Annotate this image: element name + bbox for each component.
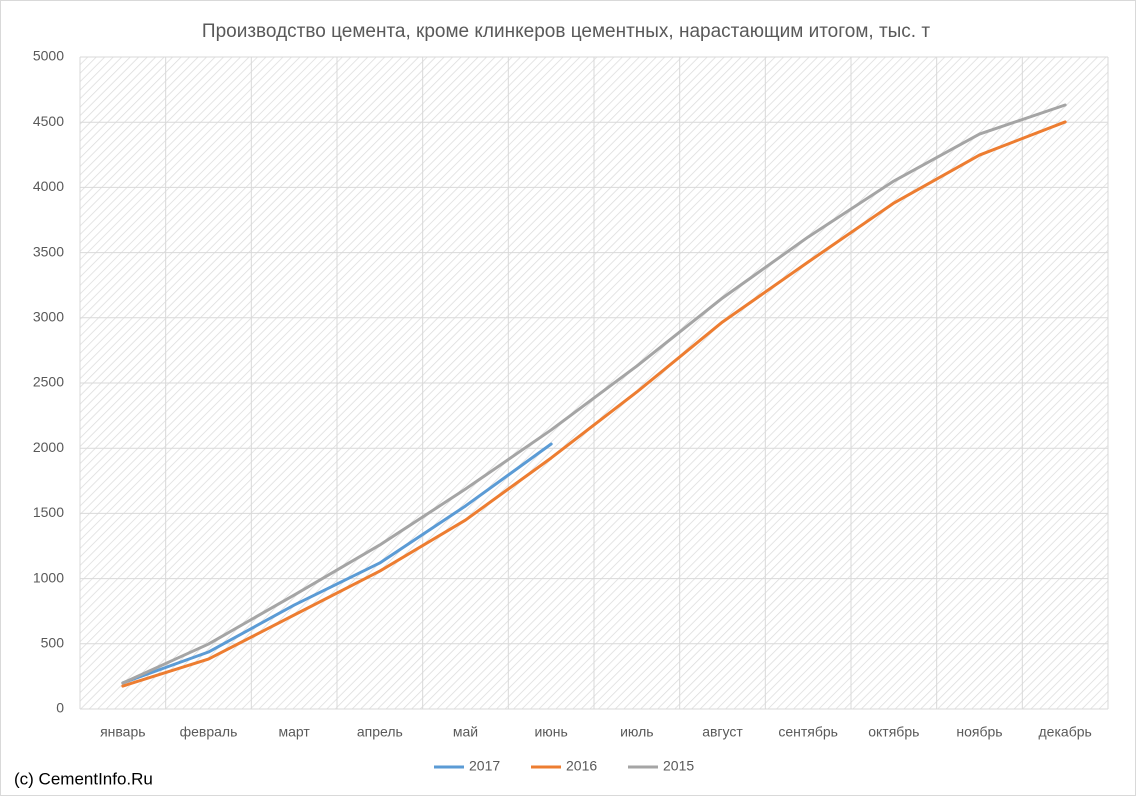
y-tick-label: 4000: [33, 178, 64, 194]
x-tick-label: май: [453, 724, 478, 740]
y-tick-label: 2000: [33, 439, 64, 455]
x-tick-label: сентябрь: [778, 724, 838, 740]
footer: (c) CementInfo.Ru: [14, 769, 153, 788]
x-tick-label: март: [279, 724, 311, 740]
series-line: [121, 442, 553, 685]
y-tick-label: 5000: [33, 48, 64, 64]
x-tick-label: февраль: [180, 724, 238, 740]
legend-label: 2017: [469, 758, 500, 774]
y-tick-label: 1000: [33, 569, 64, 585]
y-tick-label: 0: [56, 700, 64, 716]
legend-label: 2016: [566, 758, 597, 774]
x-tick-label: август: [702, 724, 743, 740]
x-tick-label: январь: [100, 724, 145, 740]
legend-label: 2015: [663, 758, 694, 774]
series-line: [121, 103, 1067, 685]
x-tick-label: декабрь: [1039, 724, 1092, 740]
y-tick-label: 1500: [33, 504, 64, 520]
chart-title: Производство цемента, кроме клинкеров це…: [202, 21, 930, 42]
x-tick-label: октябрь: [868, 724, 919, 740]
x-tick-label: июль: [620, 724, 653, 740]
x-tick-label: ноябрь: [956, 724, 1002, 740]
y-tick-label: 4500: [33, 113, 64, 129]
x-tick-label: апрель: [357, 724, 403, 740]
y-tick-label: 2500: [33, 374, 64, 390]
y-tick-label: 500: [41, 635, 65, 651]
y-tick-label: 3000: [33, 309, 64, 325]
series-line: [121, 120, 1067, 688]
x-tick-label: июнь: [534, 724, 567, 740]
y-tick-label: 3500: [33, 243, 64, 259]
